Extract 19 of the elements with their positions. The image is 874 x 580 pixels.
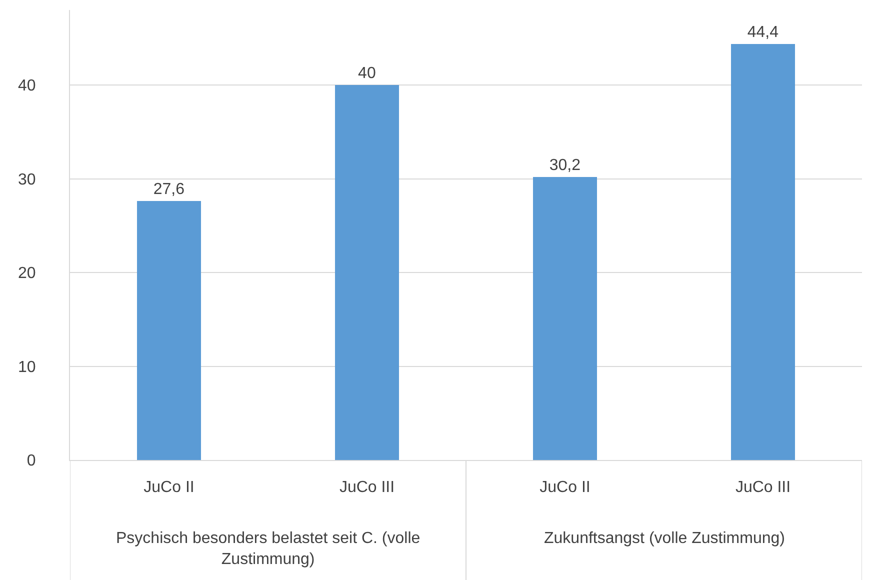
bar — [335, 85, 399, 460]
data-label: 27,6 — [153, 181, 185, 198]
data-label: 40 — [358, 65, 376, 82]
y-tick-label: 10 — [18, 358, 36, 376]
y-tick-label: 0 — [26, 452, 36, 470]
x-tick-label: JuCo III — [339, 479, 395, 496]
bar — [731, 44, 795, 460]
data-label: 44,4 — [747, 24, 779, 41]
y-tick-label: 40 — [18, 78, 36, 95]
text: Psychisch besonders belastet seit C. (volle Zustimmung) — [116, 530, 420, 568]
y-tick-label: 20 — [18, 265, 36, 282]
x-tick-label: JuCo II — [144, 479, 194, 496]
x-tick-label: JuCo II — [540, 479, 590, 496]
y-tick-label: 30 — [18, 171, 36, 188]
data-label: 30,2 — [549, 157, 581, 174]
bar — [533, 177, 597, 460]
text: Zukunftsangst (volle Zustimmung) — [544, 530, 785, 547]
x-tick-label: JuCo III — [735, 479, 791, 496]
bar — [137, 201, 201, 460]
